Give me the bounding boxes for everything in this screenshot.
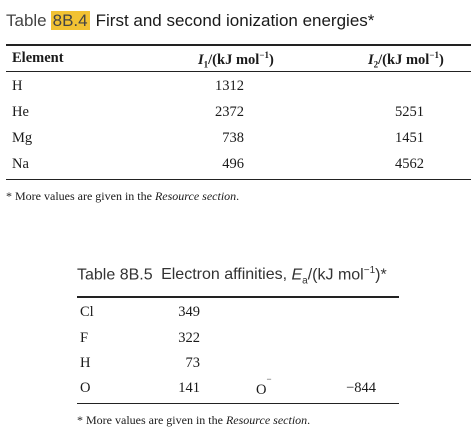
- header-i1-exp: −1: [259, 50, 269, 60]
- title-close: )*: [375, 266, 387, 284]
- header-i2-symbol: I: [368, 51, 374, 68]
- row-value: 141: [178, 380, 200, 396]
- header-element: Element: [12, 50, 64, 66]
- title-symbol: E: [291, 266, 303, 284]
- table2-bottom-rule: [77, 403, 399, 404]
- header-i1-unit: /(kJ mol: [208, 51, 260, 68]
- row-element: O: [80, 380, 91, 396]
- header-i2-sub: 2: [373, 59, 379, 70]
- row-element: He: [12, 104, 29, 120]
- row-i2: 5251: [395, 104, 424, 120]
- row-i1: 738: [222, 130, 244, 146]
- row-element: Mg: [12, 130, 33, 146]
- footnote-prefix: * More values are given in the: [6, 189, 155, 203]
- header-i1-symbol: I: [198, 51, 204, 68]
- title-exp: −1: [363, 265, 376, 276]
- header-rule: [6, 71, 471, 72]
- title-sub: a: [302, 275, 308, 287]
- table-top-rule: [6, 44, 471, 46]
- header-i2: I2/(kJ mol−1): [368, 50, 444, 70]
- row-i1: 2372: [215, 104, 244, 120]
- header-i1-close: ): [268, 51, 274, 68]
- header-i2-exp: −1: [429, 50, 439, 60]
- row-i1: 496: [222, 156, 244, 172]
- ion-symbol: O: [256, 381, 267, 398]
- row-value: 322: [178, 330, 200, 346]
- row-i2: 4562: [395, 156, 424, 172]
- row-value: 349: [178, 304, 200, 320]
- row-element: H: [80, 355, 91, 371]
- ion-charge: −: [266, 374, 272, 384]
- header-i2-unit: /(kJ mol: [378, 51, 430, 68]
- row-i2: 1451: [395, 130, 424, 146]
- table-8b4-footnote: * More values are given in the Resource …: [6, 189, 239, 204]
- row-i1: 1312: [215, 78, 244, 94]
- table-bottom-rule: [6, 179, 471, 180]
- row-element: Na: [12, 156, 29, 172]
- row-element: F: [80, 330, 89, 346]
- table-title-text: First and second ionization energies*: [95, 11, 375, 30]
- footnote-suffix: .: [307, 413, 311, 427]
- table-number-badge: 8B.4: [50, 11, 90, 30]
- row-element: Cl: [80, 304, 94, 320]
- table2-top-rule: [77, 296, 399, 298]
- table-title-text: Electron affinities,: [161, 266, 292, 284]
- table-8b5-title: Table 8B.5 Electron affinities, Ea/(kJ m…: [77, 261, 387, 292]
- row-ion-value: −844: [346, 380, 376, 396]
- footnote-prefix: * More values are given in the: [77, 413, 226, 427]
- title-unit: /(kJ mol: [307, 266, 364, 284]
- row-ion: O−: [256, 374, 272, 399]
- header-i2-close: ): [438, 51, 444, 68]
- table-8b5-footnote: * More values are given in the Resource …: [77, 413, 310, 428]
- row-value: 73: [185, 355, 201, 371]
- table-label: Table: [6, 11, 47, 30]
- header-i1-sub: 1: [203, 59, 209, 70]
- footnote-suffix: .: [236, 189, 240, 203]
- header-i1: I1/(kJ mol−1): [198, 50, 274, 70]
- row-element: H: [12, 78, 23, 94]
- table-label: Table 8B.5: [77, 266, 153, 284]
- footnote-resource-section: Resource section: [225, 413, 308, 427]
- table-8b4-title: Table 8B.4 First and second ionization ene…: [6, 10, 374, 32]
- footnote-resource-section: Resource section: [154, 189, 237, 203]
